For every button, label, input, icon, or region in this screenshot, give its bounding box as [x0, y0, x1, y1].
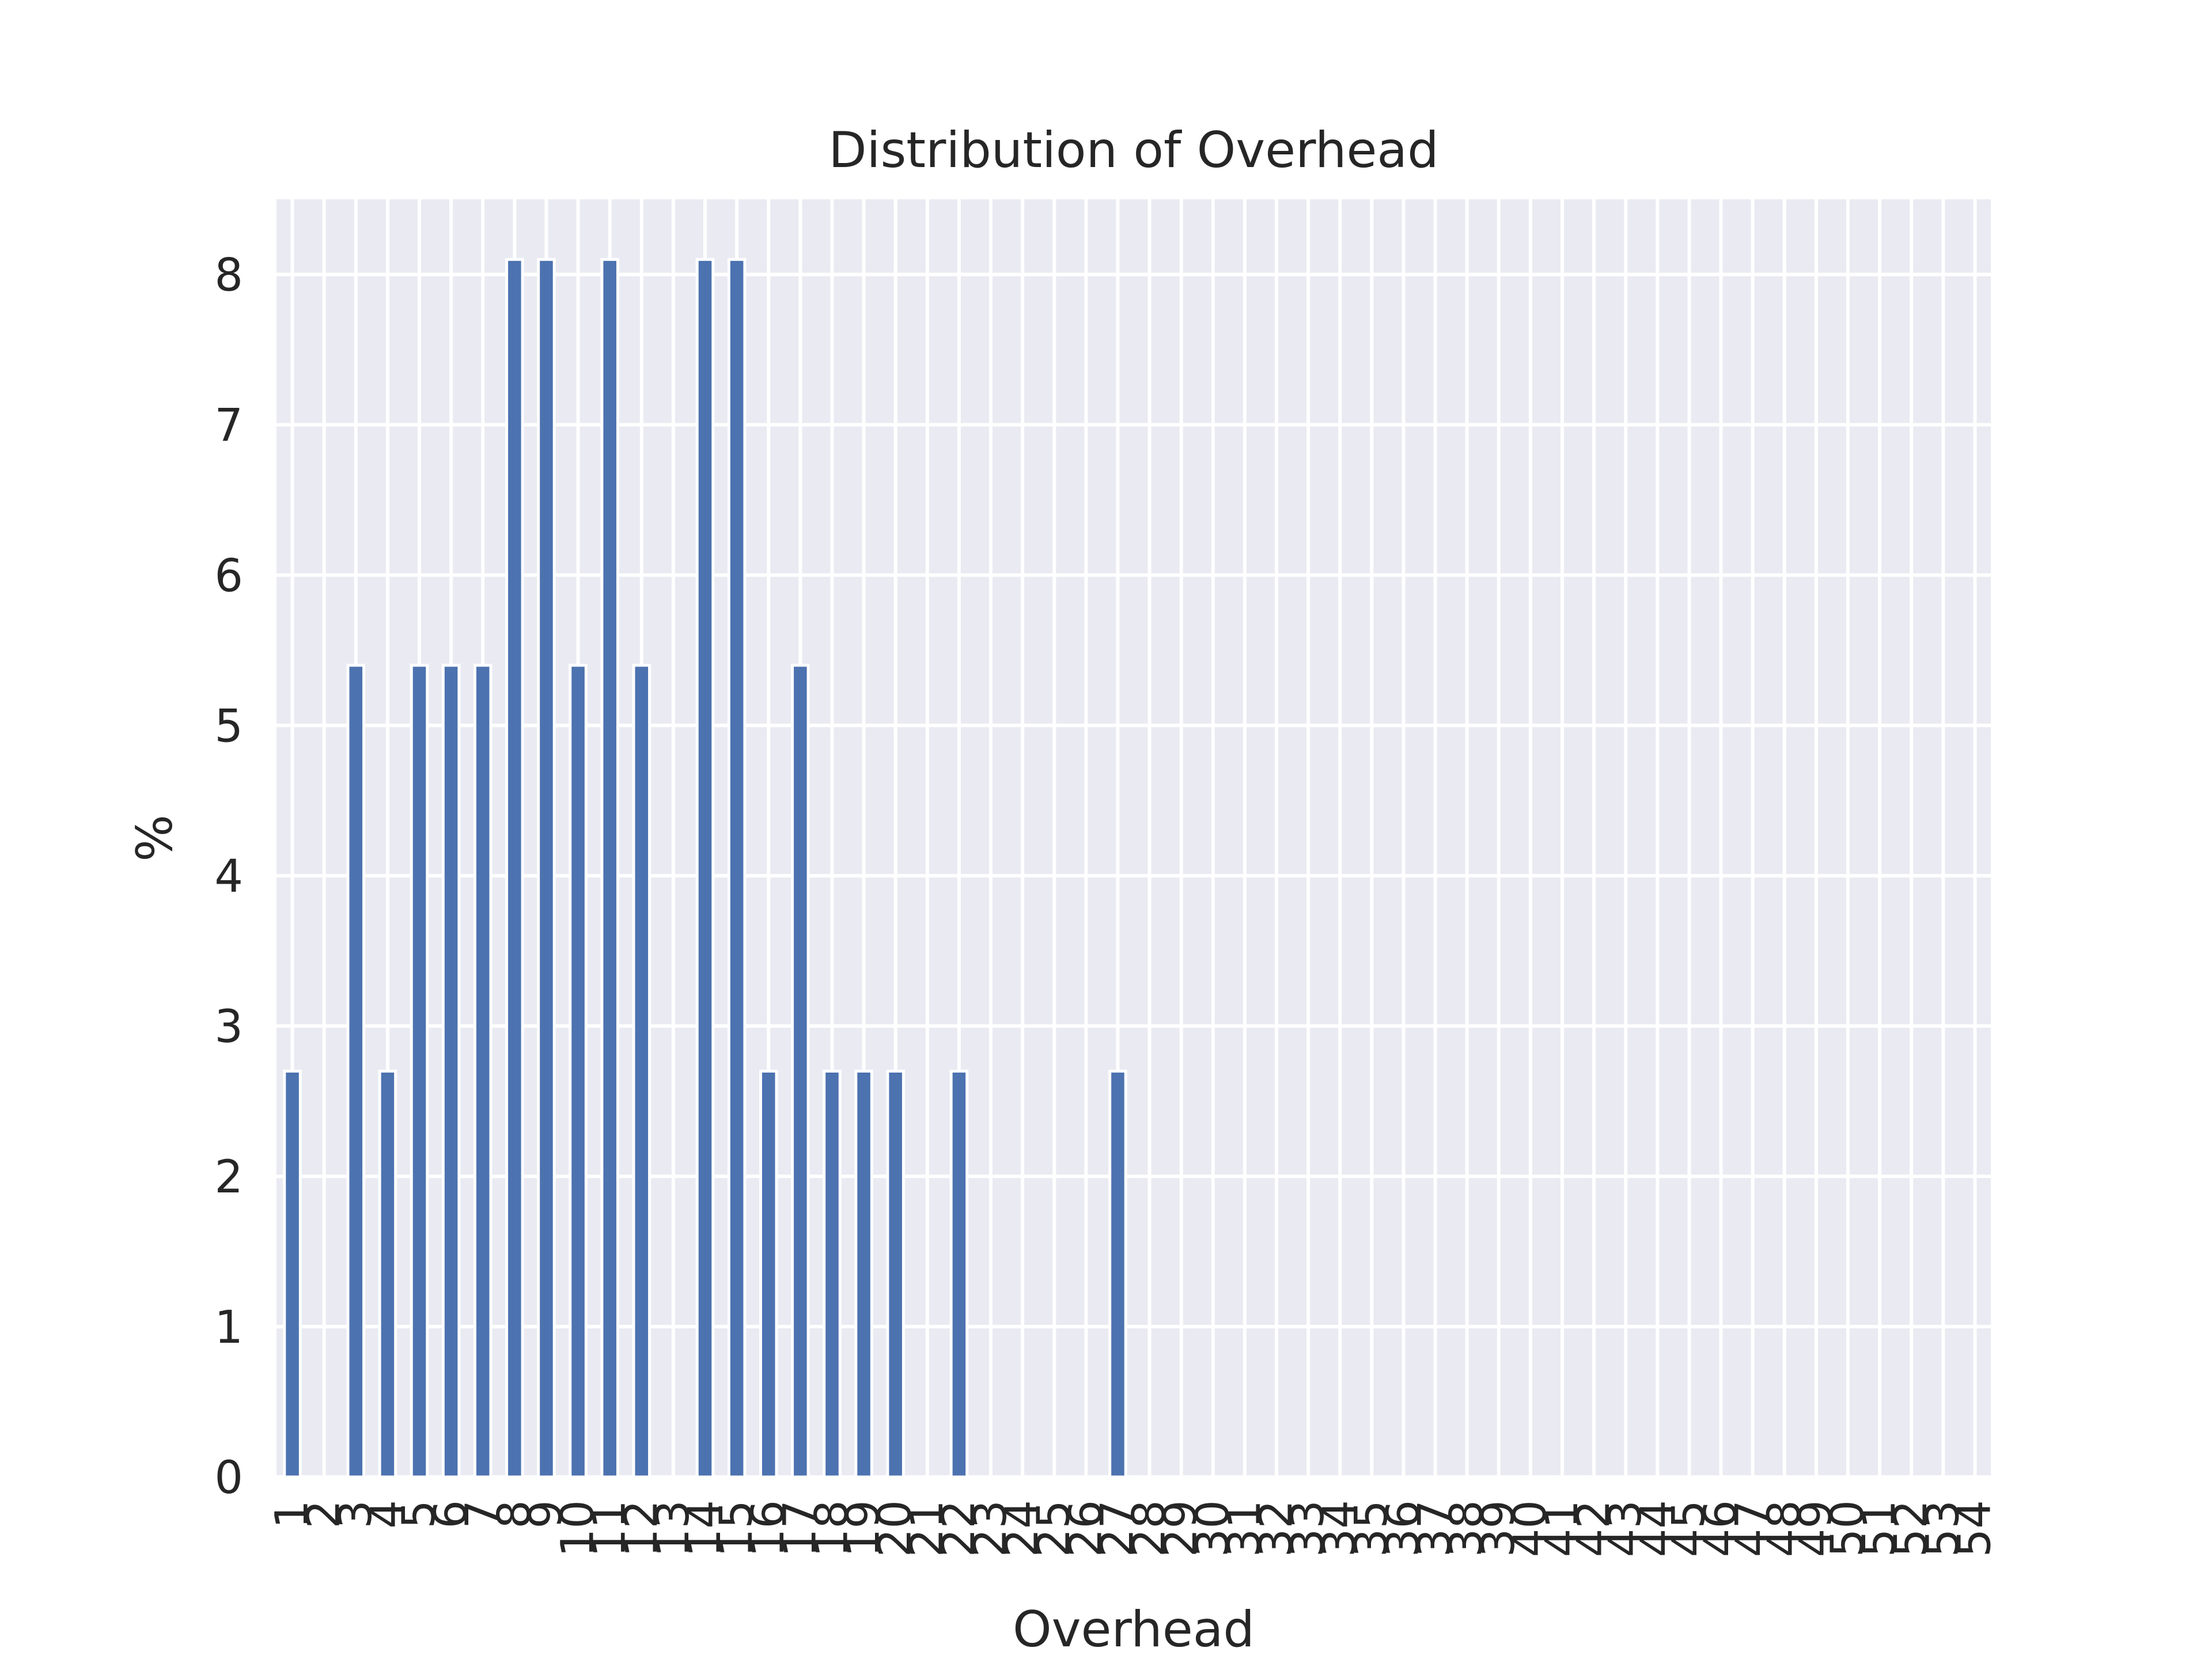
bar: [441, 664, 461, 1479]
x-tick-label: 20: [870, 1500, 922, 1557]
x-tick-label: 23: [965, 1500, 1017, 1557]
x-tick-label: 25: [1028, 1500, 1080, 1557]
y-tick-label: 4: [214, 851, 243, 903]
x-tick-label: 34: [1314, 1500, 1366, 1557]
bar: [505, 257, 524, 1479]
x-tick-label: 24: [997, 1500, 1048, 1557]
x-tick-label: 12: [616, 1500, 668, 1557]
x-tick-label: 54: [1949, 1500, 2001, 1557]
x-tick-label: 48: [1759, 1500, 1810, 1557]
plot-area: [276, 199, 1991, 1477]
bar: [537, 257, 556, 1479]
bar: [600, 257, 619, 1479]
y-tick-label: 0: [214, 1452, 243, 1504]
bar: [727, 257, 747, 1479]
x-tick-label: 35: [1346, 1500, 1397, 1557]
x-tick-label: 8: [488, 1500, 540, 1529]
x-tick-label: 30: [1187, 1500, 1239, 1557]
x-tick-label: 33: [1282, 1500, 1334, 1557]
x-tick-label: 50: [1822, 1500, 1874, 1557]
x-tick-label: 10: [552, 1500, 604, 1557]
chart-title: Distribution of Overhead: [828, 122, 1438, 179]
x-tick-label: 52: [1885, 1500, 1937, 1557]
x-tick-label: 26: [1060, 1500, 1112, 1557]
bar: [346, 664, 366, 1479]
x-tick-label: 53: [1917, 1500, 1969, 1557]
x-tick-label: 18: [806, 1500, 858, 1557]
x-tick-label: 37: [1410, 1500, 1461, 1557]
x-tick-label: 42: [1568, 1500, 1620, 1557]
x-tick-label: 36: [1377, 1500, 1429, 1557]
x-tick-label: 46: [1695, 1500, 1747, 1557]
x-tick-label: 47: [1727, 1500, 1779, 1557]
x-tick-label: 22: [933, 1500, 985, 1557]
x-tick-label: 28: [1124, 1500, 1176, 1557]
bar: [473, 664, 493, 1479]
y-tick-label: 3: [214, 1001, 243, 1053]
x-tick-labels: 1234567891011121314151617181920212223242…: [267, 1500, 2001, 1557]
x-tick-label: 21: [902, 1500, 953, 1557]
x-tick-label: 39: [1473, 1500, 1525, 1557]
x-tick-label: 13: [647, 1500, 699, 1557]
x-tick-label: 15: [711, 1500, 763, 1557]
x-tick-label: 2: [298, 1500, 350, 1529]
bar: [1108, 1069, 1127, 1479]
x-tick-label: 9: [520, 1500, 572, 1529]
x-tick-label: 5: [393, 1500, 445, 1529]
bar: [632, 664, 652, 1479]
x-tick-label: 51: [1854, 1500, 1906, 1557]
x-tick-label: 3: [330, 1500, 382, 1529]
x-tick-label: 41: [1536, 1500, 1588, 1557]
x-tick-label: 29: [1156, 1500, 1207, 1557]
x-tick-label: 40: [1505, 1500, 1556, 1557]
y-tick-label: 6: [214, 550, 243, 602]
x-tick-label: 32: [1251, 1500, 1302, 1557]
bar: [283, 1069, 302, 1479]
x-tick-label: 19: [838, 1500, 890, 1557]
x-tick-label: 6: [425, 1500, 477, 1529]
y-tick-label: 1: [214, 1302, 243, 1354]
x-tick-label: 45: [1663, 1500, 1715, 1557]
x-tick-label: 16: [743, 1500, 794, 1557]
x-tick-label: 43: [1600, 1500, 1652, 1557]
bar: [759, 1069, 778, 1479]
x-tick-label: 31: [1219, 1500, 1271, 1557]
x-tick-label: 44: [1631, 1500, 1683, 1557]
x-tick-label: 49: [1790, 1500, 1842, 1557]
x-tick-label: 38: [1441, 1500, 1493, 1557]
x-tick-label: 27: [1092, 1500, 1143, 1557]
y-tick-labels: 0 1 2 3 4 5 6 7 8: [214, 249, 243, 1504]
bar: [886, 1069, 905, 1479]
x-axis-label: Overhead: [1013, 1601, 1255, 1658]
y-gridlines: [276, 272, 1991, 1479]
bar: [695, 257, 715, 1479]
y-tick-label: 2: [214, 1152, 243, 1203]
x-tick-label: 17: [774, 1500, 826, 1557]
x-tick-label: 11: [584, 1500, 636, 1557]
x-tick-label: 7: [457, 1500, 509, 1529]
bar: [378, 1069, 397, 1479]
bar: [791, 664, 810, 1479]
y-tick-label: 7: [214, 400, 243, 452]
y-tick-label: 8: [214, 249, 243, 301]
y-tick-label: 5: [214, 700, 243, 752]
x-tick-label: 4: [362, 1500, 414, 1529]
bar: [569, 664, 588, 1479]
bar-series: [283, 257, 1127, 1479]
x-tick-label: 1: [267, 1500, 319, 1529]
bar: [823, 1069, 842, 1479]
bar: [410, 664, 429, 1479]
y-axis-label: %: [126, 815, 184, 862]
x-tick-label: 14: [679, 1500, 731, 1557]
bar: [949, 1069, 969, 1479]
bar: [854, 1069, 873, 1479]
